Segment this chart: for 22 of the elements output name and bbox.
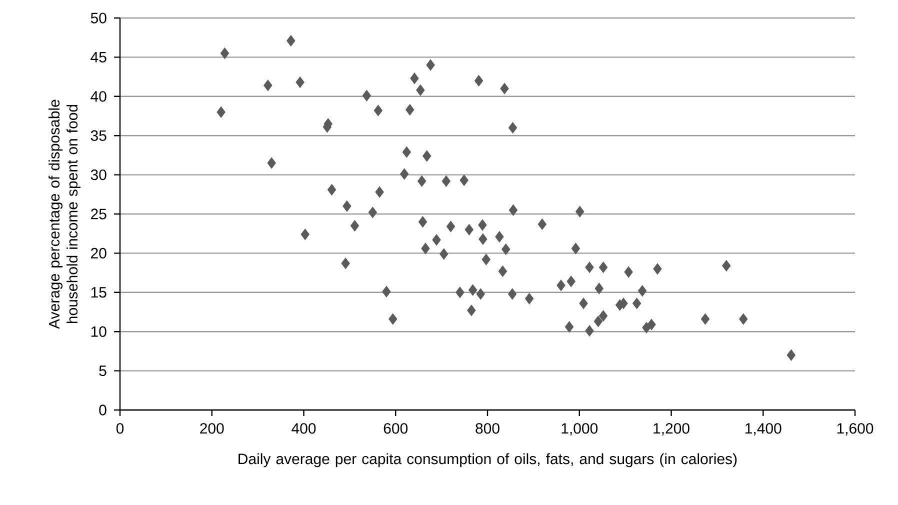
- x-tick-label: 1,400: [745, 423, 782, 436]
- x-tick-label: 400: [292, 423, 316, 434]
- x-tick-label: 1,600: [837, 423, 874, 436]
- x-tick-label: 200: [200, 423, 224, 434]
- y-tick-label: 0: [99, 404, 106, 416]
- y-tick-label: 45: [90, 52, 106, 62]
- y-tick-label: 25: [91, 208, 106, 220]
- y-tick-label: 5: [99, 366, 106, 376]
- y-tick-label: 40: [90, 91, 106, 102]
- y-tick-label: 20: [91, 248, 106, 259]
- x-axis-title: Daily average per capita consumption of oils, fats, and sugars (in calories): [238, 453, 737, 468]
- y-axis-title: Average percentage of disposable household income spent on food: [48, 100, 81, 329]
- x-tick-label: 800: [476, 423, 500, 434]
- x-tick-label: 1,000: [562, 423, 598, 436]
- x-tick-label: 0: [116, 423, 124, 434]
- x-tick-label: 1,200: [654, 423, 690, 436]
- y-tick-label: 50: [90, 12, 106, 24]
- y-tick-label: 30: [90, 169, 106, 180]
- y-tick-label: 35: [90, 130, 106, 141]
- y-tick-label: 10: [91, 326, 106, 337]
- y-tick-label: 15: [91, 287, 106, 298]
- x-tick-label: 600: [384, 423, 408, 434]
